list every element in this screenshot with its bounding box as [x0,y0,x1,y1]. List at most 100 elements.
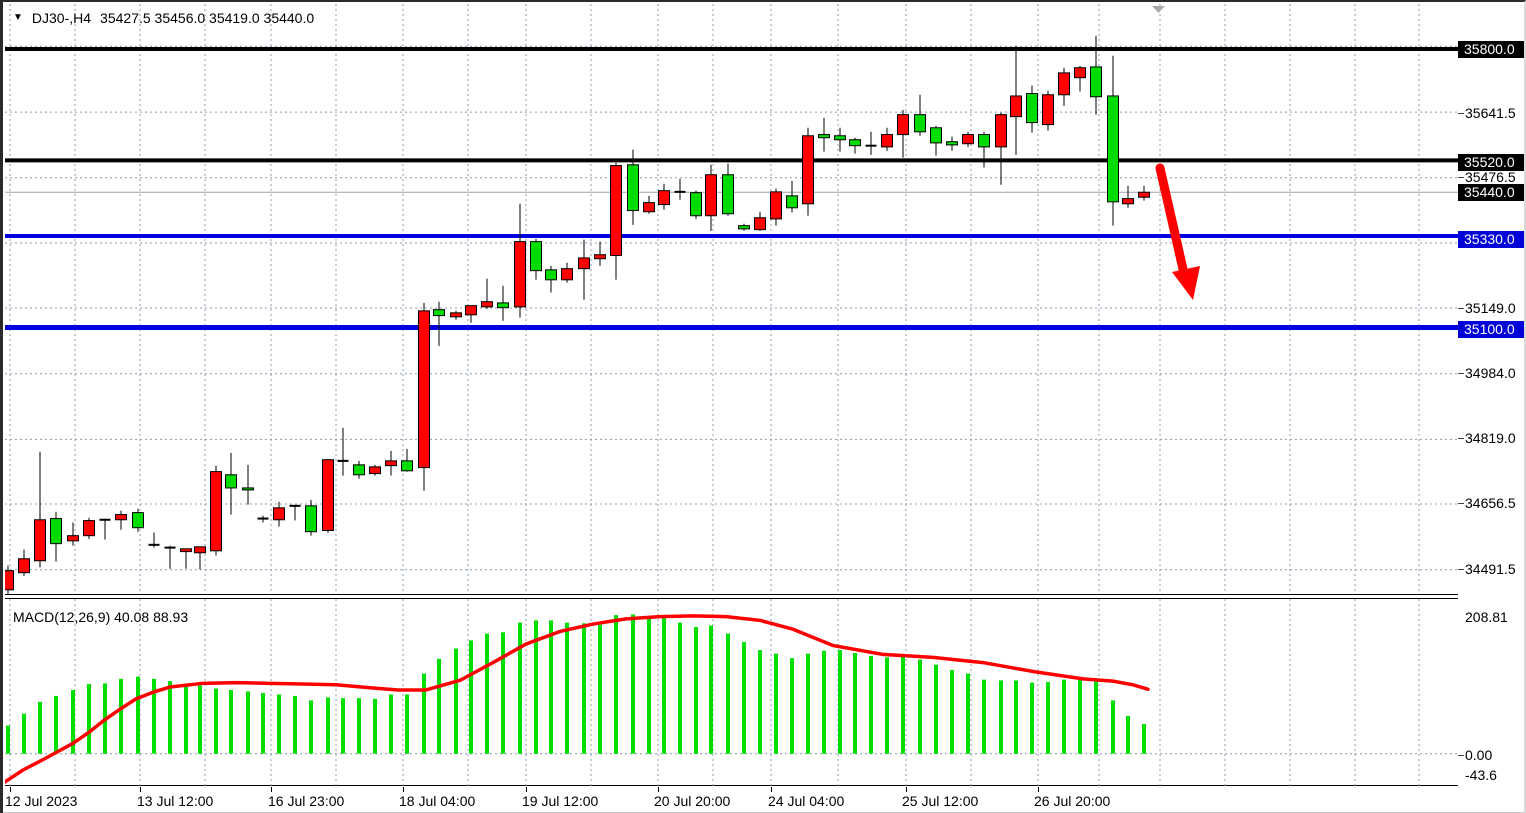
candle-body [1107,95,1119,203]
candlestick [497,285,509,321]
candlestick [881,127,893,151]
candle-body [705,174,717,217]
candlestick [802,127,814,216]
candlestick [289,504,301,521]
candle-body [34,519,46,562]
candle-body [690,192,702,217]
time-axis-tick [140,787,141,792]
candlestick [210,465,222,556]
candle-body [18,558,30,574]
candlestick [225,452,237,515]
axis-tick [1458,373,1464,374]
candlestick [514,203,526,318]
price-axis[interactable]: 35800.0 35641.5 35520.0 35476.5 35440.0 35330… [1458,2,1524,813]
time-axis-tick [403,787,404,792]
axis-price-label: 34491.5 [1465,561,1516,577]
macd-indicator-label: MACD(12,26,9) 40.08 88.93 [13,609,189,625]
candle-body [305,505,317,533]
time-axis-label: 20 Jul 20:00 [654,793,731,809]
candle-body [514,241,526,308]
candle-body [849,139,861,147]
candlestick [418,302,430,491]
time-axis-label: 24 Jul 04:00 [768,793,845,809]
candlestick [897,109,909,158]
candle-body [67,535,79,542]
candlestick [164,545,176,569]
macd-pane[interactable]: MACD(12,26,9) 40.08 88.93 [5,599,1458,786]
candlestick [962,131,974,147]
candlestick [865,131,877,155]
symbol-dropdown-icon[interactable]: ▼ [13,12,23,23]
axis-price-label: -43.6 [1465,767,1497,783]
candle-body [930,127,942,144]
candlestick [1122,185,1134,208]
candlestick [369,464,381,476]
candle-body [322,459,334,532]
axis-price-label: 34984.0 [1465,365,1516,381]
candle-body [401,460,413,472]
candlestick [257,515,269,523]
candle-body [433,309,445,317]
price-pane[interactable]: ▼ DJ30-,H4 35427.5 35456.0 35419.0 35440… [5,4,1458,594]
candle-body [754,217,766,231]
candle-body [914,114,926,133]
candlestick [18,549,30,576]
quote-ohlc-label: 35427.5 35456.0 35419.0 35440.0 [100,10,315,26]
candle-body [353,464,365,476]
axis-price-label: 35476.5 [1465,169,1516,185]
time-axis-label: 16 Jul 23:00 [268,793,345,809]
time-axis-label: 26 Jul 20:00 [1034,793,1111,809]
candlestick [705,164,717,231]
candlestick [242,464,254,505]
axis-tick [1458,569,1464,570]
time-axis-tick [771,787,772,792]
candlestick [1042,90,1054,131]
time-axis[interactable]: 12 Jul 2023 13 Jul 12:00 16 Jul 23:00 18 Ju… [3,787,1458,813]
candle-body [530,241,542,272]
candlestick [148,532,160,548]
axis-price-label: 0.00 [1465,747,1493,763]
candle-body [978,134,990,148]
axis-price-label: 35641.5 [1465,105,1516,121]
candlestick [786,180,798,213]
candle-body [897,114,909,136]
candlestick [481,278,493,309]
candle-body [180,548,192,553]
candle-body [627,164,639,212]
candlestick [722,163,734,216]
candle-body [946,141,958,146]
chart-header: ▼ DJ30-,H4 35427.5 35456.0 35419.0 35440… [13,10,314,26]
time-axis-tick [526,787,527,792]
candle-body [194,546,206,554]
candlestick [561,262,573,283]
candle-body [995,114,1007,148]
macd-signal-line [5,614,1150,784]
candlestick [594,241,606,266]
candle-body [594,254,606,260]
candlestick [930,125,942,156]
candle-body [610,165,622,257]
axis-tick [1458,113,1464,114]
candle-body [1058,72,1070,96]
time-axis-tick [10,787,11,792]
candlestick [674,178,686,200]
red-down-arrow[interactable] [1155,163,1200,300]
axis-tick [1458,308,1464,309]
candlestick [1058,67,1070,106]
candlestick [132,508,144,532]
candle-body [5,570,14,591]
candle-body [242,487,254,491]
candle-body [643,202,655,213]
pane-splitter[interactable] [5,594,1458,599]
candle-body [770,191,782,220]
candlestick [322,459,334,533]
candlestick [385,450,397,476]
candlestick [834,127,846,152]
candle-body [273,507,285,521]
candle-body [1122,198,1134,205]
candlestick [978,131,990,168]
candlestick [1074,65,1086,92]
candle-body [1042,94,1054,126]
candle-body [658,190,670,206]
